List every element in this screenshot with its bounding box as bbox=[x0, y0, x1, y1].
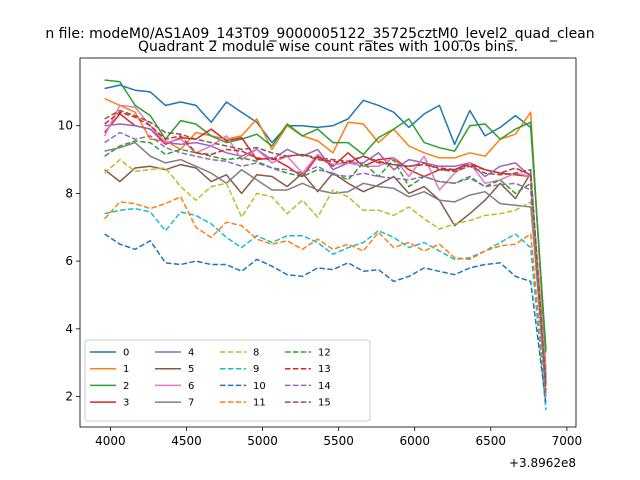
series-line-12 bbox=[104, 140, 547, 394]
series-line-15 bbox=[104, 109, 547, 387]
figure-suptitle: n file: modeM0/AS1A09_143T09_9000005122_… bbox=[45, 26, 594, 42]
y-tick-label: 10 bbox=[58, 119, 73, 133]
legend-label-2: 2 bbox=[123, 381, 129, 392]
legend-label-6: 6 bbox=[188, 381, 194, 392]
x-tick-label: 6500 bbox=[476, 434, 507, 448]
x-offset-label: +3.8962e8 bbox=[509, 456, 576, 470]
series-line-5 bbox=[104, 163, 547, 384]
legend-label-3: 3 bbox=[123, 398, 129, 409]
y-tick-label: 2 bbox=[65, 390, 73, 404]
series-line-13 bbox=[104, 111, 547, 390]
x-tick-label: 6000 bbox=[399, 434, 430, 448]
legend-label-1: 1 bbox=[123, 364, 129, 375]
legend-label-10: 10 bbox=[253, 381, 266, 392]
x-tick-label: 4500 bbox=[171, 434, 202, 448]
series-line-11 bbox=[104, 196, 547, 397]
series-line-2 bbox=[104, 79, 547, 353]
legend-label-5: 5 bbox=[188, 364, 194, 375]
x-tick-label: 5000 bbox=[247, 434, 278, 448]
y-tick-label: 4 bbox=[65, 322, 73, 336]
plot-area bbox=[103, 79, 547, 411]
series-line-6 bbox=[103, 104, 547, 373]
series-line-0 bbox=[104, 84, 547, 350]
legend-label-0: 0 bbox=[123, 348, 129, 359]
y-tick-label: 6 bbox=[65, 254, 73, 268]
series-line-10 bbox=[104, 233, 547, 404]
legend-label-9: 9 bbox=[253, 364, 259, 375]
series-line-3 bbox=[104, 113, 547, 380]
x-tick-label: 5500 bbox=[323, 434, 354, 448]
x-tick-label: 7000 bbox=[552, 434, 583, 448]
legend-label-7: 7 bbox=[188, 398, 194, 409]
legend-label-13: 13 bbox=[318, 364, 331, 375]
series-line-1 bbox=[104, 97, 547, 370]
legend-label-8: 8 bbox=[253, 348, 259, 359]
legend-box bbox=[84, 339, 371, 422]
chart-title: Quadrant 2 module wise count rates with … bbox=[138, 39, 518, 55]
series-line-8 bbox=[104, 158, 547, 390]
legend-label-4: 4 bbox=[188, 348, 194, 359]
legend-label-15: 15 bbox=[318, 398, 331, 409]
legend-label-14: 14 bbox=[318, 381, 331, 392]
axes-frame bbox=[79, 57, 577, 428]
legend-label-12: 12 bbox=[318, 348, 331, 359]
series-line-9 bbox=[104, 207, 547, 411]
series-line-7 bbox=[104, 141, 547, 380]
series-line-14 bbox=[104, 131, 547, 397]
x-tick-label: 4000 bbox=[95, 434, 126, 448]
legend-label-11: 11 bbox=[253, 398, 266, 409]
series-lines bbox=[103, 79, 547, 411]
y-tick-label: 8 bbox=[65, 186, 73, 200]
